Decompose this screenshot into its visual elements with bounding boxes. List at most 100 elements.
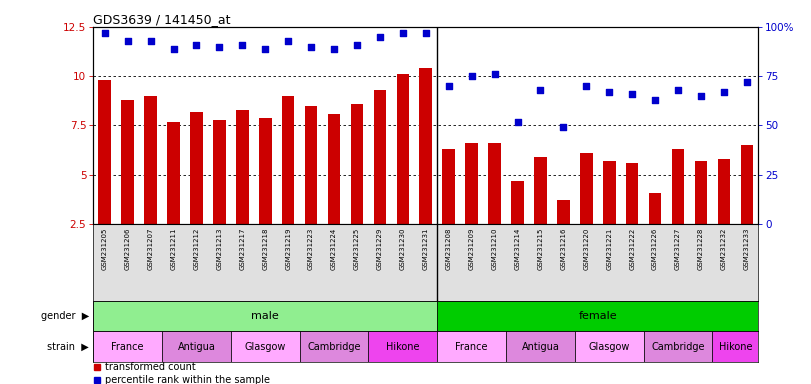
Bar xyxy=(305,106,317,273)
Bar xyxy=(695,161,707,273)
FancyBboxPatch shape xyxy=(575,331,644,362)
Text: GSM231221: GSM231221 xyxy=(607,228,612,270)
Point xyxy=(488,71,501,77)
Text: male: male xyxy=(251,311,279,321)
Text: GSM231218: GSM231218 xyxy=(262,228,268,270)
FancyBboxPatch shape xyxy=(231,331,299,362)
Text: France: France xyxy=(111,342,144,352)
Point xyxy=(580,83,593,89)
Bar xyxy=(443,149,455,273)
Text: Hikone: Hikone xyxy=(386,342,419,352)
Point xyxy=(98,30,111,36)
Text: GSM231212: GSM231212 xyxy=(194,228,200,270)
Text: GSM231224: GSM231224 xyxy=(331,228,337,270)
Point xyxy=(649,97,662,103)
Point xyxy=(534,87,547,93)
Text: GSM231205: GSM231205 xyxy=(101,228,108,270)
Text: GSM231206: GSM231206 xyxy=(125,228,131,270)
Text: strain  ▶: strain ▶ xyxy=(48,342,89,352)
FancyBboxPatch shape xyxy=(368,331,437,362)
Text: GSM231233: GSM231233 xyxy=(744,228,750,270)
Text: GSM231214: GSM231214 xyxy=(514,228,521,270)
Bar xyxy=(649,192,662,273)
Text: GSM231220: GSM231220 xyxy=(583,228,590,270)
Bar xyxy=(282,96,294,273)
Text: GSM231230: GSM231230 xyxy=(400,228,406,270)
Text: Antigua: Antigua xyxy=(178,342,216,352)
Text: France: France xyxy=(456,342,488,352)
Bar xyxy=(122,100,134,273)
Point xyxy=(350,41,363,48)
Text: GSM231210: GSM231210 xyxy=(491,228,498,270)
Text: Antigua: Antigua xyxy=(521,342,560,352)
Text: GSM231217: GSM231217 xyxy=(239,228,245,270)
FancyBboxPatch shape xyxy=(437,331,506,362)
Text: GSM231216: GSM231216 xyxy=(560,228,566,270)
Point xyxy=(397,30,410,36)
Text: GSM231229: GSM231229 xyxy=(377,228,383,270)
Point xyxy=(625,91,638,97)
Bar xyxy=(672,149,684,273)
Point xyxy=(167,45,180,51)
Point xyxy=(511,118,524,124)
FancyBboxPatch shape xyxy=(437,301,758,331)
Text: GSM231215: GSM231215 xyxy=(538,228,543,270)
Point xyxy=(373,34,386,40)
Point xyxy=(442,83,455,89)
Text: GDS3639 / 141450_at: GDS3639 / 141450_at xyxy=(93,13,231,26)
Text: GSM231226: GSM231226 xyxy=(652,228,658,270)
Bar xyxy=(419,68,432,273)
Text: GSM231219: GSM231219 xyxy=(285,228,291,270)
Point xyxy=(144,38,157,44)
Point xyxy=(259,45,272,51)
Bar xyxy=(259,118,272,273)
Bar xyxy=(740,145,753,273)
Point xyxy=(305,43,318,50)
Point xyxy=(672,87,684,93)
Bar xyxy=(603,161,616,273)
Text: GSM231225: GSM231225 xyxy=(354,228,360,270)
Text: gender  ▶: gender ▶ xyxy=(41,311,89,321)
Bar xyxy=(350,104,363,273)
FancyBboxPatch shape xyxy=(644,331,712,362)
Point xyxy=(740,79,753,85)
Text: GSM231227: GSM231227 xyxy=(675,228,681,270)
Text: percentile rank within the sample: percentile rank within the sample xyxy=(105,375,270,384)
Bar xyxy=(98,80,111,273)
Text: Cambridge: Cambridge xyxy=(651,342,705,352)
Point xyxy=(328,45,341,51)
Bar xyxy=(397,74,410,273)
Text: GSM231223: GSM231223 xyxy=(308,228,314,270)
Text: GSM231231: GSM231231 xyxy=(423,228,429,270)
Point xyxy=(236,41,249,48)
Text: Hikone: Hikone xyxy=(719,342,752,352)
Bar xyxy=(144,96,157,273)
Text: Cambridge: Cambridge xyxy=(307,342,361,352)
Bar xyxy=(236,110,249,273)
Point xyxy=(603,89,616,95)
Text: GSM231207: GSM231207 xyxy=(148,228,153,270)
Text: GSM231213: GSM231213 xyxy=(217,228,222,270)
Bar xyxy=(718,159,730,273)
Bar xyxy=(557,200,569,273)
Bar xyxy=(167,121,180,273)
Bar xyxy=(328,114,341,273)
Bar xyxy=(534,157,547,273)
Bar xyxy=(488,143,501,273)
Point xyxy=(557,124,570,131)
FancyBboxPatch shape xyxy=(93,301,437,331)
Text: GSM231232: GSM231232 xyxy=(721,228,727,270)
Text: transformed count: transformed count xyxy=(105,362,196,372)
Bar xyxy=(374,90,386,273)
Bar xyxy=(511,181,524,273)
Text: Glasgow: Glasgow xyxy=(589,342,630,352)
Bar xyxy=(213,119,225,273)
Text: Glasgow: Glasgow xyxy=(245,342,286,352)
Point xyxy=(121,38,134,44)
Point xyxy=(694,93,707,99)
Point xyxy=(718,89,731,95)
Point xyxy=(213,43,226,50)
FancyBboxPatch shape xyxy=(506,331,575,362)
Point xyxy=(190,41,203,48)
Bar xyxy=(580,153,593,273)
